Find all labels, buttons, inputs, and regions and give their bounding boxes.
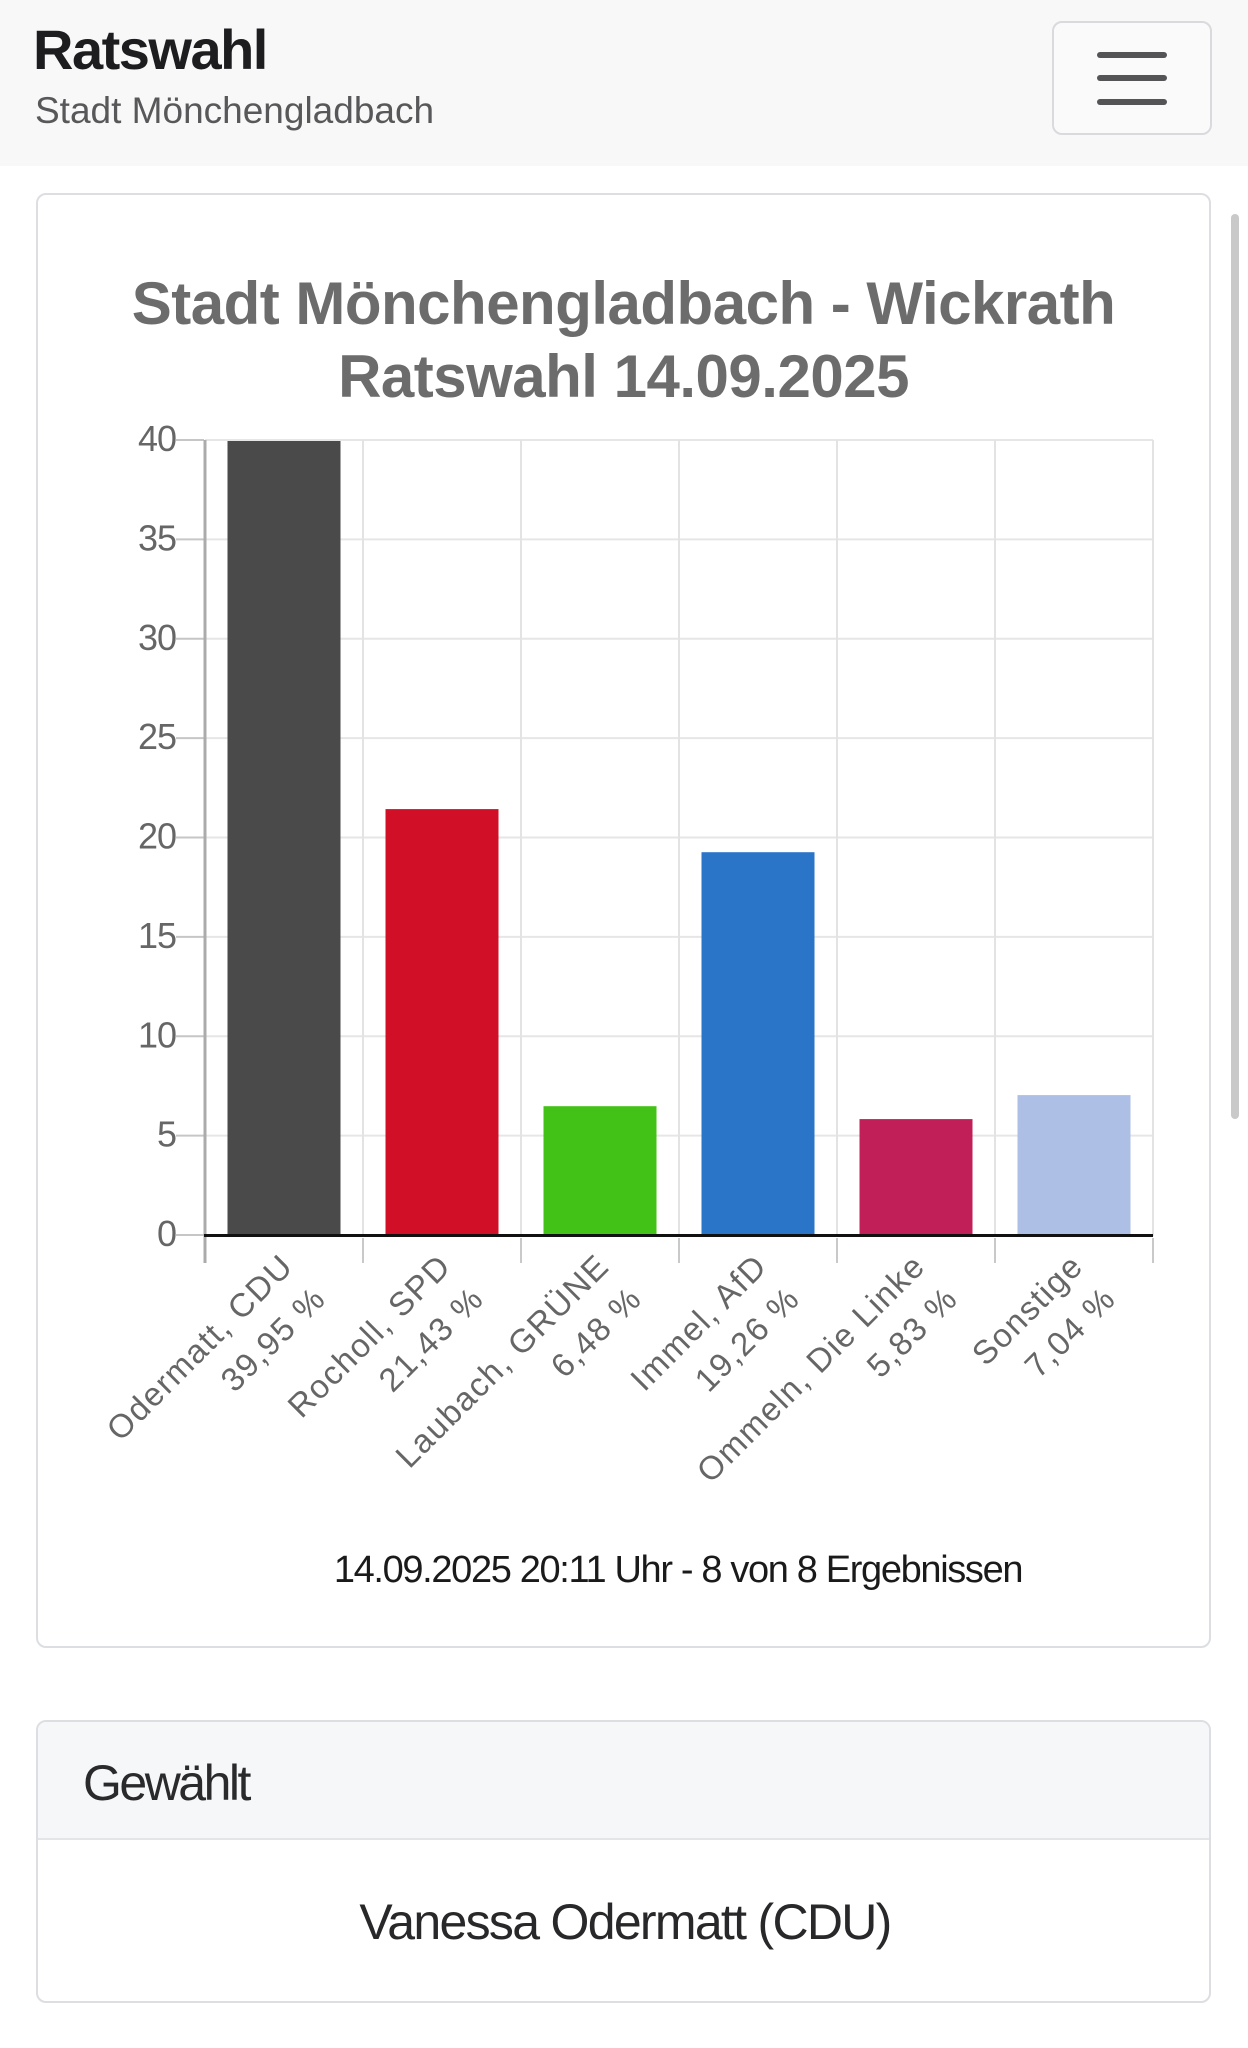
svg-text:40: 40 [138,418,176,459]
svg-text:15: 15 [138,915,176,956]
svg-text:10: 10 [138,1014,176,1055]
svg-text:0: 0 [157,1213,176,1254]
svg-text:14.09.2025 20:11 Uhr - 8 von 8: 14.09.2025 20:11 Uhr - 8 von 8 Ergebniss… [334,1549,1022,1591]
svg-text:20: 20 [138,816,176,857]
svg-text:35: 35 [138,517,176,558]
svg-text:25: 25 [138,716,176,757]
svg-text:Odermatt, CDU39,95 %: Odermatt, CDU39,95 % [99,1247,332,1480]
svg-text:30: 30 [138,617,176,658]
svg-text:Sonstige7,04 %: Sonstige7,04 % [964,1247,1122,1405]
svg-text:5: 5 [157,1114,176,1155]
